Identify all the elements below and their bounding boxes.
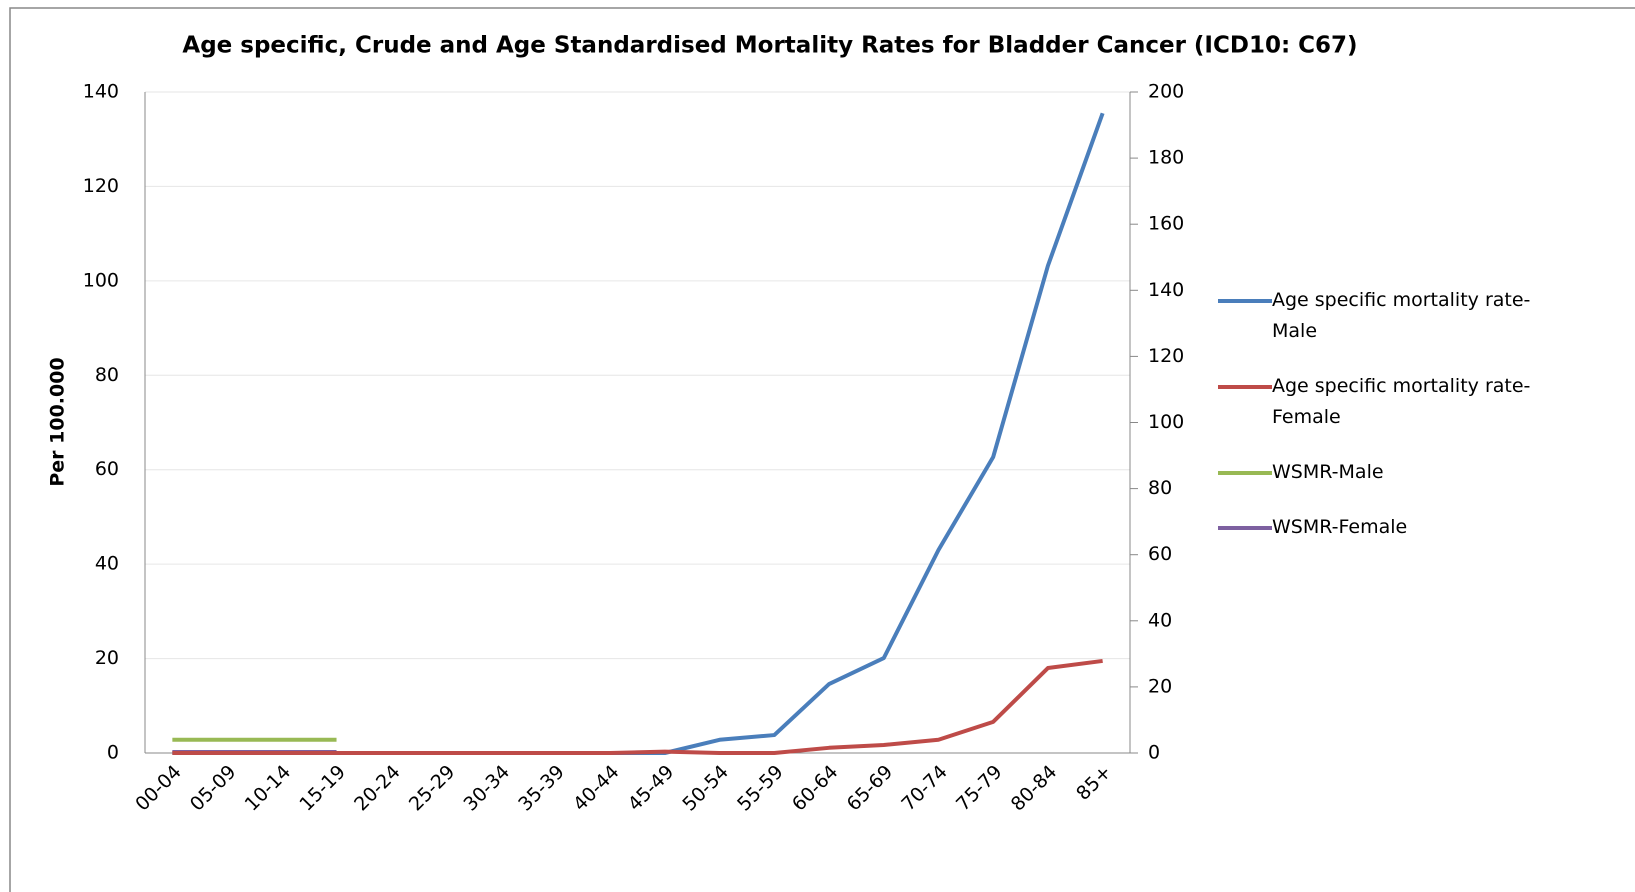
series-line	[172, 658, 1103, 755]
x-tick-label: 50-54	[678, 761, 733, 816]
legend-entry: Age specific mortality rate-Female	[1218, 371, 1568, 433]
y2-tick-label: 20	[1148, 675, 1172, 697]
x-tick-label: 80-84	[1007, 761, 1062, 816]
x-tick-label: 85+	[1072, 761, 1116, 805]
y2-tick-label: 160	[1148, 213, 1184, 235]
chart-title: Age specific, Crude and Age Standardised…	[182, 33, 1357, 59]
legend-swatch	[1218, 471, 1272, 475]
x-tick-label: 35-39	[514, 761, 569, 816]
legend-entry: WSMR-Male	[1218, 457, 1568, 488]
y-axis-label: Per 100.000	[47, 357, 69, 486]
x-tick-label: 45-49	[624, 761, 679, 816]
legend-swatch	[1218, 385, 1272, 389]
y2-tick-label: 80	[1148, 477, 1172, 499]
y2-tick-label: 40	[1148, 609, 1172, 631]
x-tick-label: 55-59	[733, 761, 788, 816]
x-tick-label: 25-29	[405, 761, 460, 816]
y2-tick-label: 120	[1148, 345, 1184, 367]
legend-label: WSMR-Male	[1272, 461, 1384, 483]
y-tick-label: 120	[83, 175, 119, 197]
x-tick-label: 00-04	[131, 761, 186, 816]
x-tick-label: 30-34	[460, 761, 515, 816]
series-line	[172, 112, 1105, 755]
y-tick-label: 40	[95, 553, 119, 575]
legend-entry: WSMR-Female	[1218, 512, 1568, 543]
x-tick-label: 15-19	[295, 761, 350, 816]
legend-entry: Age specific mortality rate-Male	[1218, 285, 1568, 347]
legend-label: Age specific mortality rate-Female	[1272, 375, 1531, 428]
y2-tick-label: 200	[1148, 81, 1184, 103]
y-tick-label: 140	[83, 81, 119, 103]
y2-tick-label: 60	[1148, 543, 1172, 565]
chart-frame	[9, 7, 1635, 892]
legend-label: Age specific mortality rate-Male	[1272, 289, 1531, 342]
y-tick-label: 20	[95, 647, 119, 669]
y-tick-label: 100	[83, 269, 119, 291]
x-tick-label: 40-44	[569, 761, 624, 816]
x-tick-label: 70-74	[897, 761, 952, 816]
x-tick-label: 60-64	[788, 761, 843, 816]
x-tick-label: 20-24	[350, 761, 405, 816]
y-tick-label: 60	[95, 458, 119, 480]
y2-tick-label: 0	[1148, 742, 1160, 764]
legend-label: WSMR-Female	[1272, 516, 1408, 538]
y-tick-label: 0	[107, 742, 119, 764]
legend: Age specific mortality rate-Male Age spec…	[1218, 285, 1568, 567]
x-tick-label: 05-09	[186, 761, 241, 816]
x-tick-label: 65-69	[843, 761, 898, 816]
y2-tick-label: 180	[1148, 147, 1184, 169]
y-tick-label: 80	[95, 364, 119, 386]
y2-tick-label: 140	[1148, 279, 1184, 301]
legend-swatch	[1218, 526, 1272, 530]
x-tick-label: 75-79	[952, 761, 1007, 816]
y2-tick-label: 100	[1148, 411, 1184, 433]
legend-swatch	[1218, 299, 1272, 303]
x-tick-label: 10-14	[241, 761, 296, 816]
